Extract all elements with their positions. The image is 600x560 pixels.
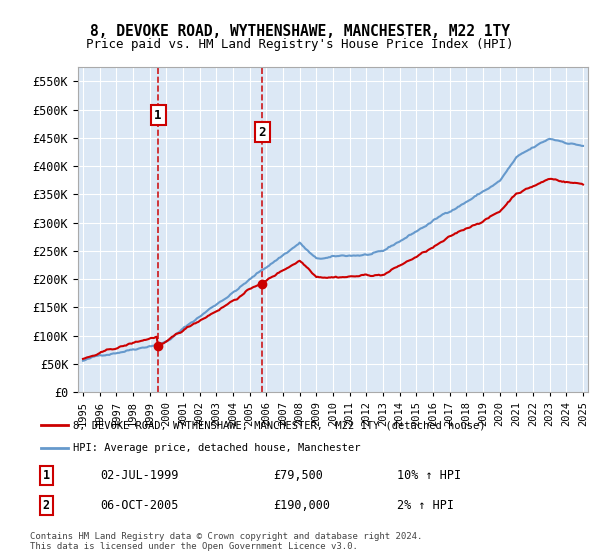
Text: £79,500: £79,500 (273, 469, 323, 482)
Text: 2: 2 (43, 499, 50, 512)
Text: 06-OCT-2005: 06-OCT-2005 (100, 499, 179, 512)
Text: Price paid vs. HM Land Registry's House Price Index (HPI): Price paid vs. HM Land Registry's House … (86, 38, 514, 51)
Text: 8, DEVOKE ROAD, WYTHENSHAWE, MANCHESTER,  M22 1TY (detached house): 8, DEVOKE ROAD, WYTHENSHAWE, MANCHESTER,… (73, 420, 486, 430)
Text: 10% ↑ HPI: 10% ↑ HPI (397, 469, 461, 482)
Text: 8, DEVOKE ROAD, WYTHENSHAWE, MANCHESTER, M22 1TY: 8, DEVOKE ROAD, WYTHENSHAWE, MANCHESTER,… (90, 24, 510, 39)
Text: 1: 1 (43, 469, 50, 482)
Text: 2% ↑ HPI: 2% ↑ HPI (397, 499, 454, 512)
Text: Contains HM Land Registry data © Crown copyright and database right 2024.
This d: Contains HM Land Registry data © Crown c… (30, 532, 422, 552)
Text: 1: 1 (154, 109, 162, 122)
Text: 2: 2 (259, 125, 266, 139)
Text: 02-JUL-1999: 02-JUL-1999 (100, 469, 179, 482)
Text: HPI: Average price, detached house, Manchester: HPI: Average price, detached house, Manc… (73, 443, 361, 453)
Text: £190,000: £190,000 (273, 499, 330, 512)
